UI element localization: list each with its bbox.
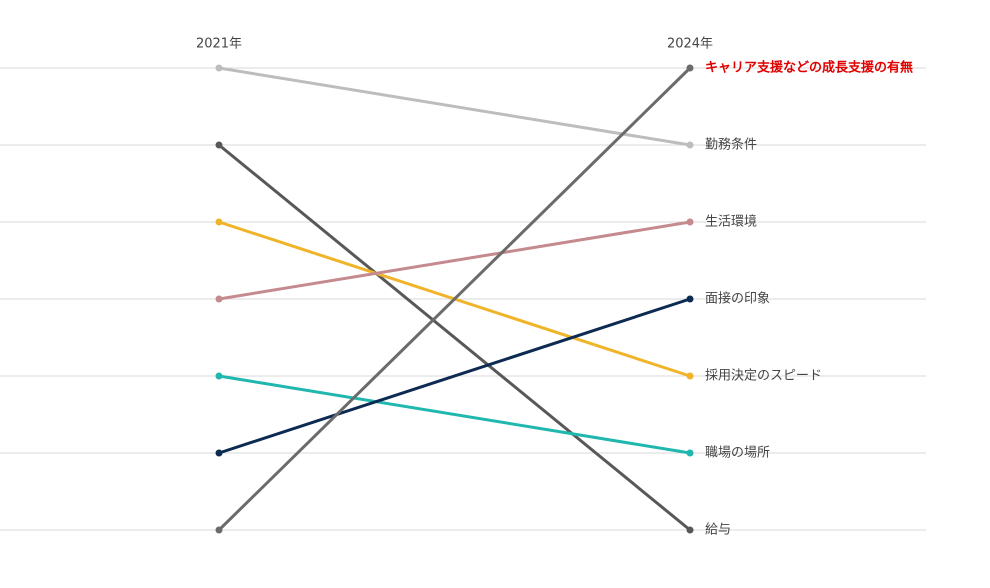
point — [686, 295, 694, 303]
slope-line — [218, 143, 691, 532]
point — [686, 218, 694, 226]
point — [215, 449, 223, 457]
x-tick-label: 2021年 — [196, 37, 242, 52]
point — [215, 372, 223, 380]
point — [686, 526, 694, 534]
point — [215, 218, 223, 226]
point — [686, 141, 694, 149]
series-label: 勤務条件 — [705, 137, 757, 153]
x-tick-label: 2024年 — [667, 37, 713, 52]
slope-line — [217, 66, 692, 532]
point — [215, 64, 223, 72]
point — [215, 526, 223, 534]
slope-line — [218, 220, 691, 301]
point — [215, 295, 223, 303]
point — [686, 449, 694, 457]
slope-line — [218, 374, 691, 455]
series-label: 生活環境 — [705, 215, 757, 230]
series-label: 採用決定のスピード — [705, 369, 822, 384]
point — [686, 372, 694, 380]
slope-line — [218, 297, 691, 455]
point — [215, 141, 223, 149]
series-label: 給与 — [705, 523, 731, 538]
series-label: 職場の場所 — [705, 446, 770, 461]
series-label: キャリア支援などの成長支援の有無 — [705, 60, 913, 76]
series-label: 面接の印象 — [705, 291, 770, 307]
point — [686, 64, 694, 72]
slope-line — [218, 66, 691, 147]
